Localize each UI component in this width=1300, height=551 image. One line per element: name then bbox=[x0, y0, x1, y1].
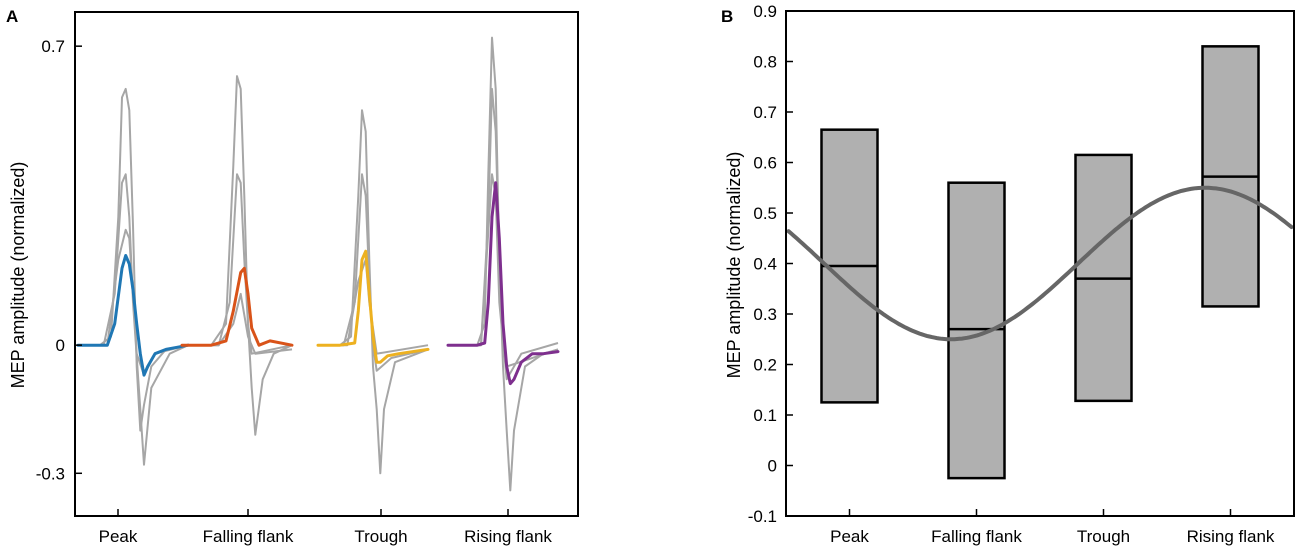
b-ytick-label: 0.7 bbox=[753, 103, 777, 122]
b-ytick-label: 0.2 bbox=[753, 356, 777, 375]
b-xtick-label: Trough bbox=[1077, 527, 1130, 546]
sinusoid-fit-line bbox=[786, 185, 1294, 342]
a-xtick-label: Rising flank bbox=[464, 527, 552, 546]
b-ytick-label: 0.4 bbox=[753, 255, 777, 274]
mean-trace-1 bbox=[180, 266, 294, 347]
panel-a: A MEP amplitude (normalized) -0.3 0 0.7 Pe… bbox=[6, 7, 579, 546]
a-xtick-label: Trough bbox=[354, 527, 407, 546]
trial-trace-1-1 bbox=[182, 173, 293, 355]
b-ytick-label: 0.6 bbox=[753, 154, 777, 173]
b-ytick-label: 0.5 bbox=[753, 204, 777, 223]
mean-trace-2 bbox=[316, 249, 430, 364]
mean-trace-0 bbox=[76, 254, 190, 377]
panel-b-fit bbox=[786, 185, 1294, 342]
panel-b-axes-frame bbox=[785, 10, 1295, 517]
panel-b-letter: B bbox=[721, 7, 733, 26]
trial-trace-2-0 bbox=[318, 109, 429, 475]
b-ytick-label: 0.8 bbox=[753, 53, 777, 72]
trial-trace-3-2 bbox=[448, 173, 559, 381]
trial-trace-2-1 bbox=[318, 173, 429, 372]
trial-trace-3-0 bbox=[448, 36, 559, 492]
b-ytick-label: -0.1 bbox=[748, 507, 777, 526]
panel-a-y-ticks: -0.3 0 0.7 bbox=[36, 37, 82, 483]
trial-trace-0-0 bbox=[78, 87, 189, 432]
panel-a-y-axis-label: MEP amplitude (normalized) bbox=[8, 162, 28, 389]
b-xtick-label: Rising flank bbox=[1187, 527, 1275, 546]
panel-b-y-ticks: -0.1 0 0.1 0.2 0.3 0.4 0.5 0.6 0.7 0.8 0.9 bbox=[748, 2, 793, 526]
box-1 bbox=[947, 181, 1006, 480]
b-ytick-label: 0 bbox=[768, 457, 777, 476]
panel-b-x-ticks: Peak Falling flank Trough Rising flank bbox=[830, 509, 1275, 546]
b-ytick-label: 0.1 bbox=[753, 406, 777, 425]
panel-b: B MEP amplitude (normalized) -0.1 0 0.1 0.2… bbox=[721, 2, 1295, 546]
panel-b-boxes bbox=[820, 45, 1260, 480]
panel-a-letter: A bbox=[6, 7, 18, 26]
b-xtick-label: Peak bbox=[830, 527, 869, 546]
panel-a-traces bbox=[76, 36, 560, 492]
panel-a-x-ticks: Peak Falling flank Trough Rising flank bbox=[99, 509, 552, 546]
a-xtick-label: Falling flank bbox=[203, 527, 294, 546]
b-ytick-label: 0.9 bbox=[753, 2, 777, 21]
a-ytick-label: 0 bbox=[56, 336, 65, 355]
a-ytick-label: 0.7 bbox=[41, 37, 65, 56]
panel-a-axes-frame bbox=[74, 11, 579, 517]
a-xtick-label: Peak bbox=[99, 527, 138, 546]
mean-trace-3 bbox=[446, 181, 560, 386]
a-ytick-label: -0.3 bbox=[36, 464, 65, 483]
trial-trace-1-0 bbox=[182, 75, 293, 436]
panel-b-y-axis-label: MEP amplitude (normalized) bbox=[724, 152, 744, 379]
b-xtick-label: Falling flank bbox=[931, 527, 1022, 546]
b-ytick-label: 0.3 bbox=[753, 305, 777, 324]
trial-trace-1-2 bbox=[182, 292, 293, 355]
